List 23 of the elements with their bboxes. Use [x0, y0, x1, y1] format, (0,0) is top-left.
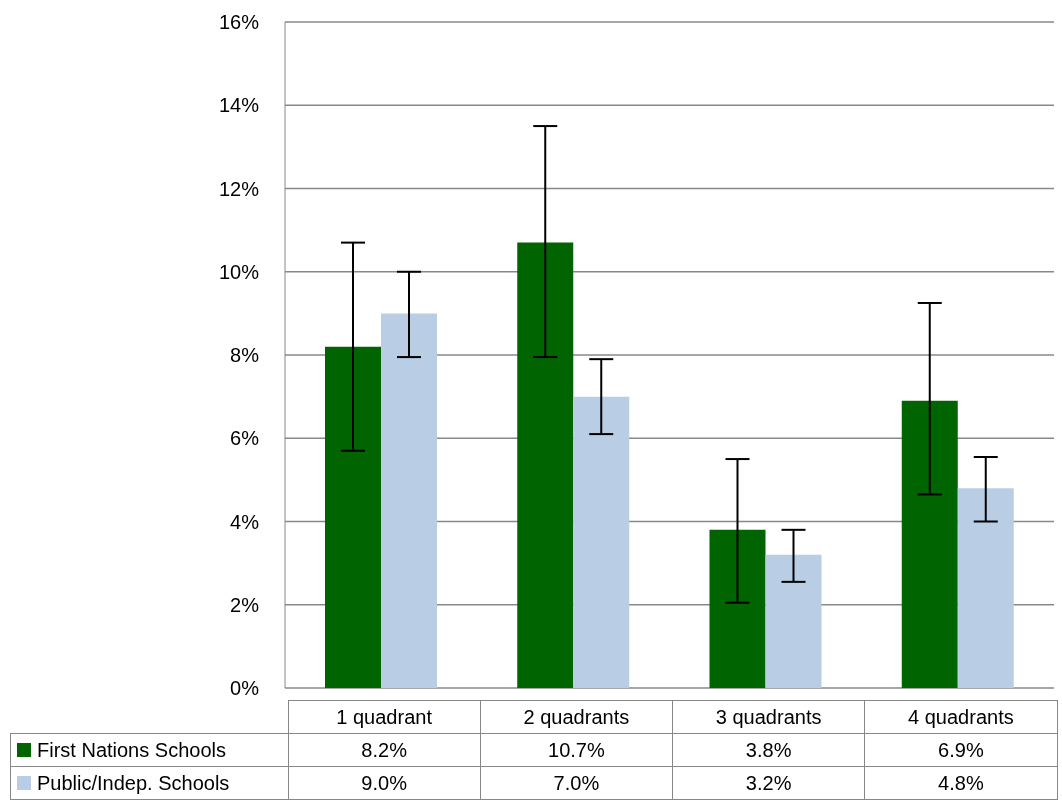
data-label: 10.7%: [480, 733, 673, 767]
y-tick-label: 4%: [230, 510, 260, 533]
legend-label: First Nations Schools: [10, 733, 288, 767]
y-tick-label: 6%: [230, 427, 260, 450]
x-tick-label: 3 quadrants: [672, 700, 865, 734]
data-label: 4.8%: [864, 766, 1057, 800]
x-tick-label: 4 quadrants: [864, 700, 1057, 734]
x-tick-label: 2 quadrants: [480, 700, 673, 734]
y-tick-label: 12%: [218, 177, 260, 200]
y-tick-label: 16%: [218, 11, 260, 34]
x-tick-label: 1 quadrant: [288, 700, 481, 734]
y-tick-label: 0%: [230, 677, 260, 700]
y-tick-label: 8%: [230, 344, 260, 367]
data-label: 3.8%: [672, 733, 865, 767]
data-label: 7.0%: [480, 766, 673, 800]
y-tick-label: 2%: [230, 593, 260, 616]
data-label: 6.9%: [864, 733, 1057, 767]
legend-label: Public/Indep. Schools: [10, 766, 288, 800]
y-tick-label: 14%: [218, 94, 260, 117]
y-tick-label: 10%: [218, 260, 260, 283]
data-label: 8.2%: [288, 733, 481, 767]
data-label: 3.2%: [672, 766, 865, 800]
data-label: 9.0%: [288, 766, 481, 800]
